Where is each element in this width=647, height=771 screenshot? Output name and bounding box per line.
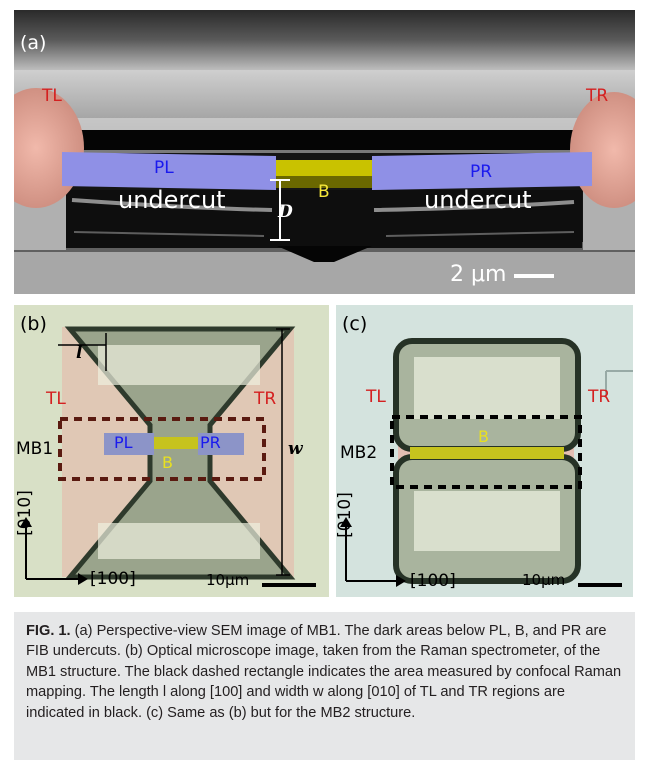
label-pl-b: PL bbox=[114, 433, 133, 452]
label-mb2: MB2 bbox=[340, 443, 377, 463]
optical-image-mb1 bbox=[14, 305, 329, 597]
figure-caption: FIG. 1. (a) Perspective-view SEM image o… bbox=[14, 612, 635, 760]
caption-text: (a) Perspective-view SEM image of MB1. T… bbox=[26, 623, 621, 721]
axis-label-010-b: [010] bbox=[15, 490, 35, 536]
label-pr-b: PR bbox=[200, 433, 221, 452]
panel-label-c: (c) bbox=[342, 313, 367, 335]
label-d: D bbox=[278, 202, 293, 222]
label-tl-c: TL bbox=[366, 387, 386, 407]
label-b-b: B bbox=[162, 453, 173, 472]
panel-label-a: (a) bbox=[20, 32, 46, 54]
bridge-shape bbox=[276, 160, 372, 176]
label-undercut-left: undercut bbox=[118, 186, 226, 214]
axis-label-100-c: [100] bbox=[410, 571, 456, 591]
scalebar-c-label: 10μm bbox=[522, 571, 565, 589]
label-tr-c: TR bbox=[588, 387, 610, 407]
label-tr-b: TR bbox=[254, 389, 276, 409]
sem-image-panel: (a) TL TR PL PR B D undercut undercut 2 … bbox=[14, 10, 635, 294]
axis-label-100-b: [100] bbox=[90, 569, 136, 589]
sem-image bbox=[14, 10, 635, 294]
label-mb1: MB1 bbox=[16, 439, 53, 459]
optical-image-mb1-panel: (b) l TL TR MB1 PL PR B w [010] [100] 10… bbox=[14, 305, 329, 597]
bridge-b-shape bbox=[154, 437, 198, 449]
label-tr: TR bbox=[586, 86, 608, 106]
label-b: B bbox=[318, 182, 330, 202]
label-tl-b: TL bbox=[46, 389, 66, 409]
figure-label: FIG. 1. bbox=[26, 623, 71, 639]
axis-label-010-c: [010] bbox=[336, 492, 355, 538]
label-b-c: B bbox=[478, 427, 489, 446]
scalebar-b-label: 10μm bbox=[206, 571, 249, 589]
label-w: w bbox=[288, 439, 303, 459]
label-tl: TL bbox=[42, 86, 62, 106]
optical-image-mb2-panel: (c) TL TR MB2 B [010] [100] 10μm bbox=[336, 305, 633, 597]
bridge-c-shape bbox=[410, 447, 564, 459]
label-undercut-right: undercut bbox=[424, 186, 532, 214]
label-pl: PL bbox=[154, 158, 174, 178]
scalebar-a-label: 2 μm bbox=[450, 262, 506, 287]
label-pr: PR bbox=[470, 162, 492, 182]
label-l: l bbox=[76, 343, 82, 363]
panel-label-b: (b) bbox=[20, 313, 47, 335]
optical-image-mb2 bbox=[336, 305, 633, 597]
